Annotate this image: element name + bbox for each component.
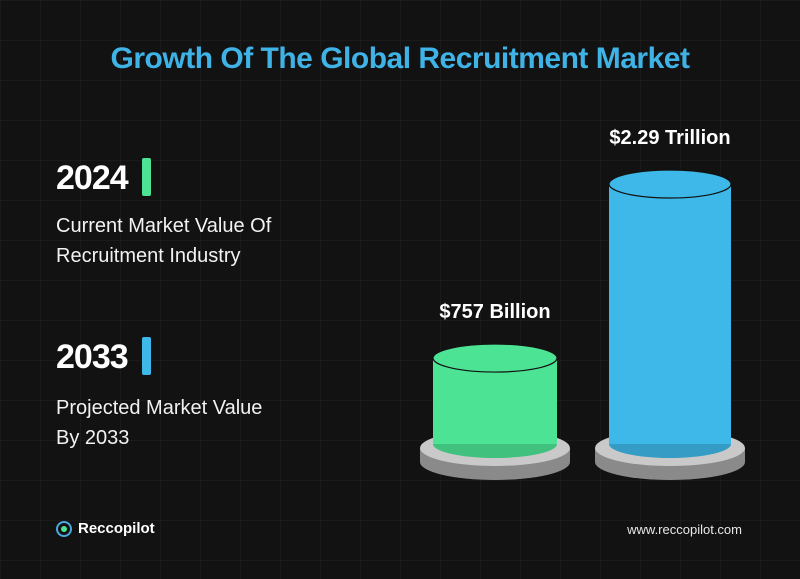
bar-data-label: $757 Billion <box>439 301 550 323</box>
brand: Reccopilot <box>56 520 155 537</box>
website-url[interactable]: www.reccopilot.com <box>627 522 742 537</box>
description-2033: Projected Market Value By 2033 <box>56 393 262 453</box>
bar-top <box>608 169 732 199</box>
description-2024-line1: Current Market Value Of <box>56 215 272 237</box>
bar-body <box>609 184 731 444</box>
bar-data-label: $2.29 Trillion <box>609 127 730 149</box>
brand-name: Reccopilot <box>78 520 155 537</box>
year-2033: 2033 <box>56 338 129 376</box>
description-2024: Current Market Value Of Recruitment Indu… <box>56 211 271 271</box>
description-2024-line2: Recruitment Industry <box>56 245 241 267</box>
description-2033-line1: Projected Market Value <box>56 397 263 419</box>
bar-top <box>432 343 558 373</box>
chart-title: Growth Of The Global Recruitment Market <box>110 42 690 75</box>
year-2024: 2024 <box>56 159 129 197</box>
description-2033-line2: By 2033 <box>56 427 130 449</box>
year-2024-marker <box>142 158 151 196</box>
year-2033-marker <box>142 337 151 375</box>
reccopilot-logo-icon <box>56 520 72 537</box>
